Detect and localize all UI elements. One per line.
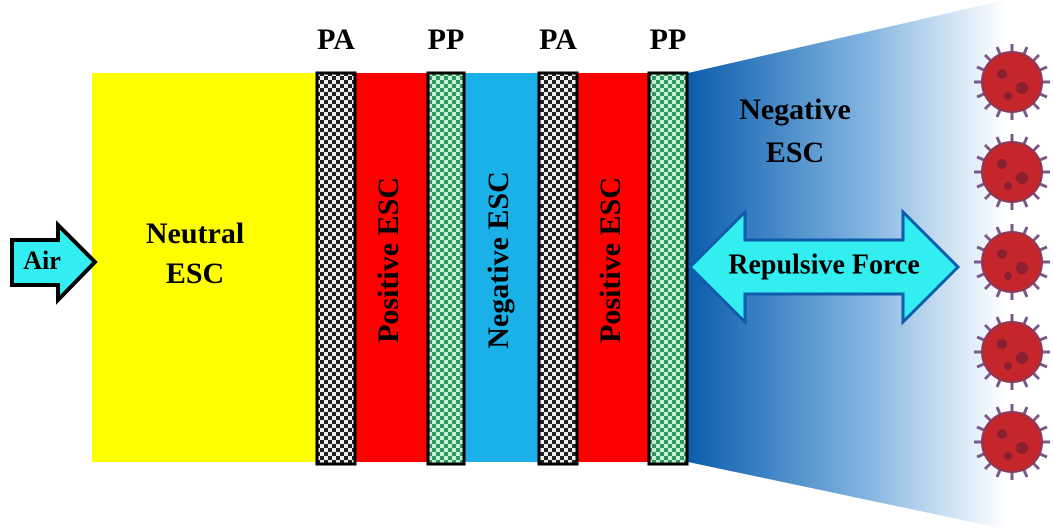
region-label: Negative	[739, 93, 851, 126]
pp-layer	[428, 73, 464, 464]
virus	[974, 314, 1050, 390]
virus	[974, 44, 1050, 120]
arrow-label: Air	[23, 246, 61, 275]
region-label: ESC	[166, 257, 224, 290]
region-label: Neutral	[146, 217, 244, 250]
region-label: Positive ESC	[594, 177, 627, 343]
region-label: Negative ESC	[482, 171, 515, 348]
layer-label: PP	[650, 23, 687, 56]
virus	[974, 224, 1050, 300]
layer-label: PP	[428, 23, 465, 56]
layer-label: PA	[539, 23, 577, 56]
region-label: ESC	[766, 136, 824, 169]
virus	[974, 134, 1050, 210]
virus	[974, 404, 1050, 480]
pa-layer	[317, 73, 355, 464]
pp-layer	[649, 73, 687, 464]
diagram: PA PP PA PP Neutral ESC Positive ESC Neg…	[0, 0, 1054, 529]
page: PA PP PA PP Neutral ESC Positive ESC Neg…	[0, 0, 1054, 529]
layer-label: PA	[317, 23, 355, 56]
arrow-label: Repulsive Force	[728, 249, 920, 280]
region-label: Positive ESC	[372, 177, 405, 343]
pa-layer	[539, 73, 577, 464]
